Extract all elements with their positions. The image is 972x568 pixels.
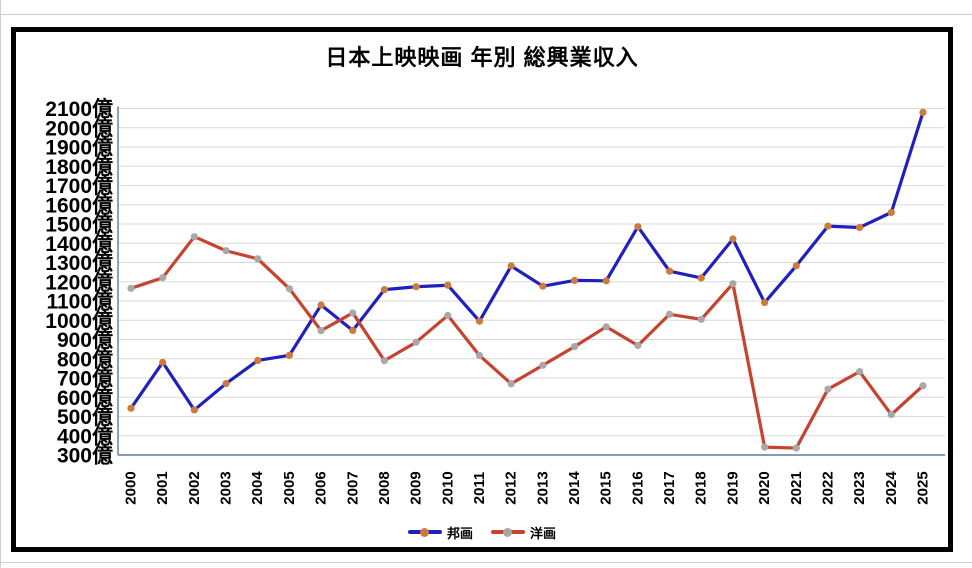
houga-line-swatch <box>407 527 442 537</box>
chart-legend: 邦画 洋画 <box>11 523 953 541</box>
chart-frame <box>11 27 953 552</box>
legend-item-houga: 邦画 <box>407 523 473 542</box>
page-top-divider <box>0 14 972 15</box>
page-bottom-divider <box>0 562 972 563</box>
chart-title: 日本上映映画 年別 総興業収入 <box>325 45 639 70</box>
legend-label-houga: 邦画 <box>446 525 473 541</box>
youga-marker-swatch <box>503 527 512 537</box>
legend-item-youga: 洋画 <box>491 523 556 542</box>
legend-label-youga: 洋画 <box>530 525 557 541</box>
youga-line-swatch <box>491 527 525 537</box>
page-left-edge <box>0 0 1 568</box>
houga-marker-swatch <box>419 527 429 537</box>
